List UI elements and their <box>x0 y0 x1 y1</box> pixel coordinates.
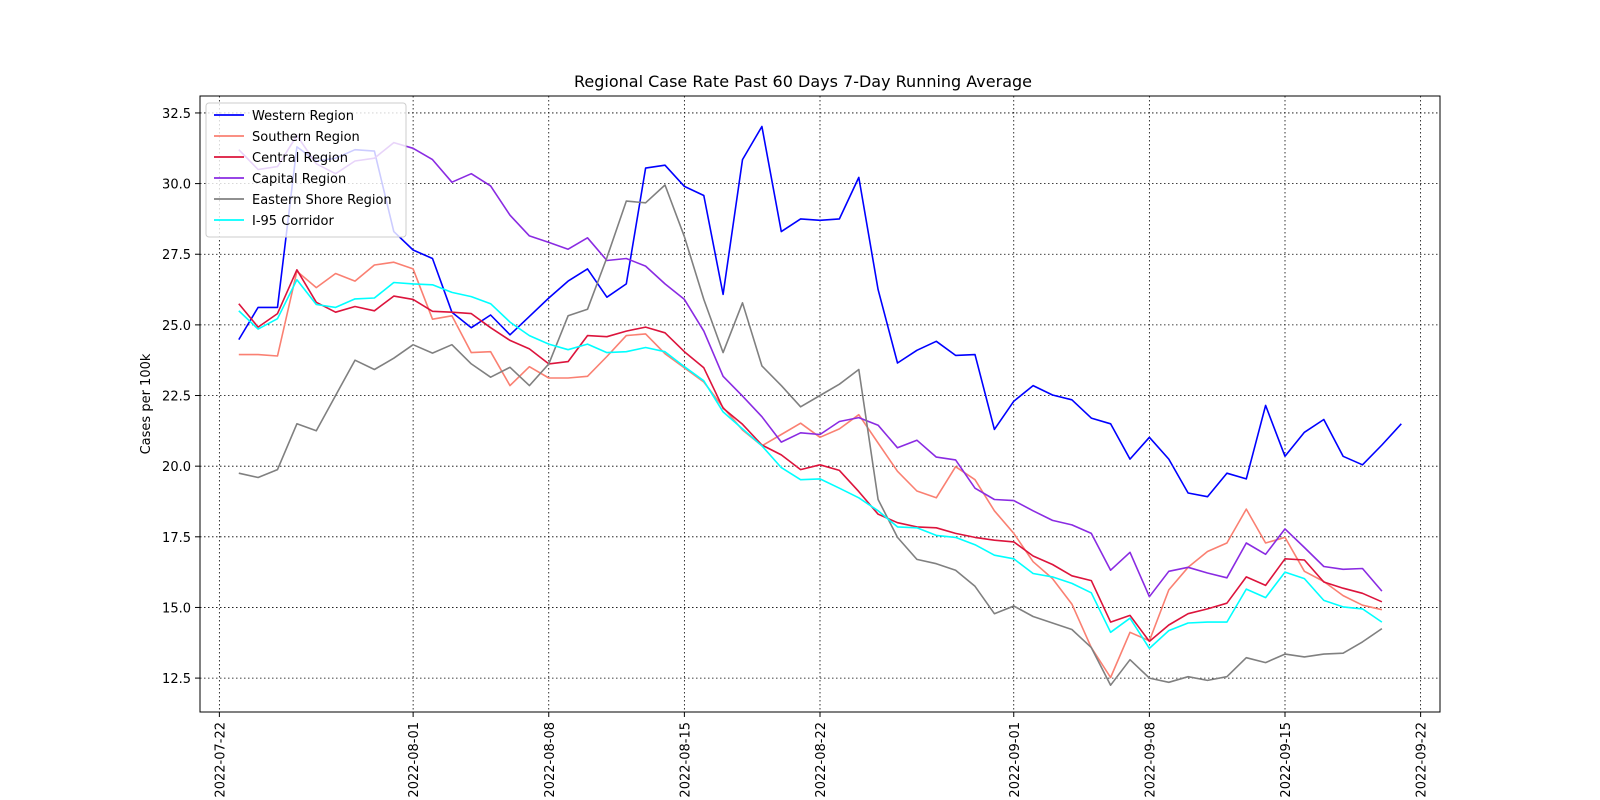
y-tick-label: 32.5 <box>162 107 191 122</box>
x-tick-label: 2022-09-01 <box>1008 722 1023 798</box>
series-line-eastern-shore-region <box>238 184 1383 687</box>
y-tick-label: 25.0 <box>162 319 191 334</box>
series-lines <box>238 125 1402 687</box>
x-tick-label: 2022-07-22 <box>213 722 228 798</box>
plot-frame <box>199 95 1441 713</box>
grid <box>200 96 1440 712</box>
x-tick-label: 2022-09-08 <box>1143 722 1158 798</box>
series-line-western-region <box>238 125 1402 498</box>
y-tick-label: 20.0 <box>162 460 191 475</box>
x-tick-label: 2022-08-15 <box>678 722 693 798</box>
legend-label-southern-region: Southern Region <box>252 130 360 145</box>
y-tick-label: 12.5 <box>162 672 191 687</box>
series-line-capital-region <box>238 134 1383 598</box>
series-line-i-95-corridor <box>238 278 1383 650</box>
y-tick-label: 27.5 <box>162 248 191 263</box>
chart-title: Regional Case Rate Past 60 Days 7-Day Ru… <box>574 72 1032 91</box>
legend-box <box>205 102 407 238</box>
y-tick-label: 17.5 <box>162 531 191 546</box>
y-tick-label: 22.5 <box>162 390 191 405</box>
x-tick-label: 2022-09-22 <box>1415 722 1430 798</box>
legend-label-capital-region: Capital Region <box>252 172 346 187</box>
y-axis-label: Cases per 100k <box>139 353 154 454</box>
legend-label-western-region: Western Region <box>252 109 354 124</box>
x-tick-label: 2022-08-01 <box>407 722 422 798</box>
axis-ticks: 2022-07-22 2022-08-01 2022-08-08 2022-08-15… <box>162 107 1430 798</box>
series-line-central-region <box>238 268 1383 643</box>
legend-label-i-95-corridor: I-95 Corridor <box>252 214 335 229</box>
x-tick-label: 2022-09-15 <box>1279 722 1294 798</box>
y-tick-label: 30.0 <box>162 178 191 193</box>
series-line-southern-region <box>238 261 1383 679</box>
legend-label-central-region: Central Region <box>252 151 348 166</box>
legend: Western Region Southern Region Central Reg… <box>205 102 407 238</box>
legend-label-eastern-shore-region: Eastern Shore Region <box>252 193 392 208</box>
y-tick-label: 15.0 <box>162 601 191 616</box>
x-tick-label: 2022-08-08 <box>543 722 558 798</box>
x-tick-label: 2022-08-22 <box>814 722 829 798</box>
